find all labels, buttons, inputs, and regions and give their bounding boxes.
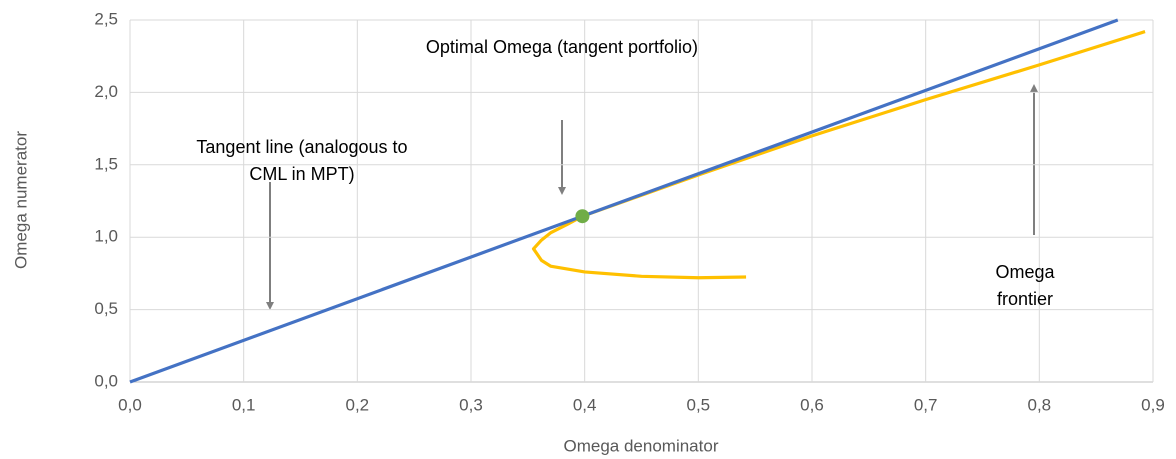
x-tick-label: 0,9 [1141, 395, 1165, 414]
line [129, 18, 1119, 384]
x-tick-label: 0,7 [914, 395, 938, 414]
x-tick-label: 0,5 [687, 395, 711, 414]
x-axis-label: Omega denominator [564, 436, 719, 455]
x-tick-label: 0,8 [1028, 395, 1052, 414]
line [531, 30, 1146, 280]
y-tick-label: 1,0 [94, 227, 118, 246]
annotation: Tangent line (analogous to [196, 137, 407, 157]
y-tick-label: 0,0 [94, 371, 118, 390]
annotation: Optimal Omega (tangent portfolio) [426, 37, 698, 57]
annotation: CML in MPT) [249, 164, 354, 184]
y-axis-label: Omega numerator [11, 131, 30, 269]
y-tick-label: 0,5 [94, 299, 118, 318]
x-tick-label: 0,0 [118, 395, 142, 414]
x-tick-label: 0,2 [346, 395, 370, 414]
y-tick-label: 1,5 [94, 154, 118, 173]
point [575, 209, 590, 224]
annotation: Omega [995, 262, 1055, 282]
x-tick-label: 0,3 [459, 395, 483, 414]
x-tick-label: 0,4 [573, 395, 597, 414]
y-tick-label: 2,0 [94, 82, 118, 101]
annotation: frontier [997, 289, 1053, 309]
y-tick-label: 2,5 [94, 9, 118, 28]
x-tick-label: 0,1 [232, 395, 256, 414]
x-tick-label: 0,6 [800, 395, 824, 414]
